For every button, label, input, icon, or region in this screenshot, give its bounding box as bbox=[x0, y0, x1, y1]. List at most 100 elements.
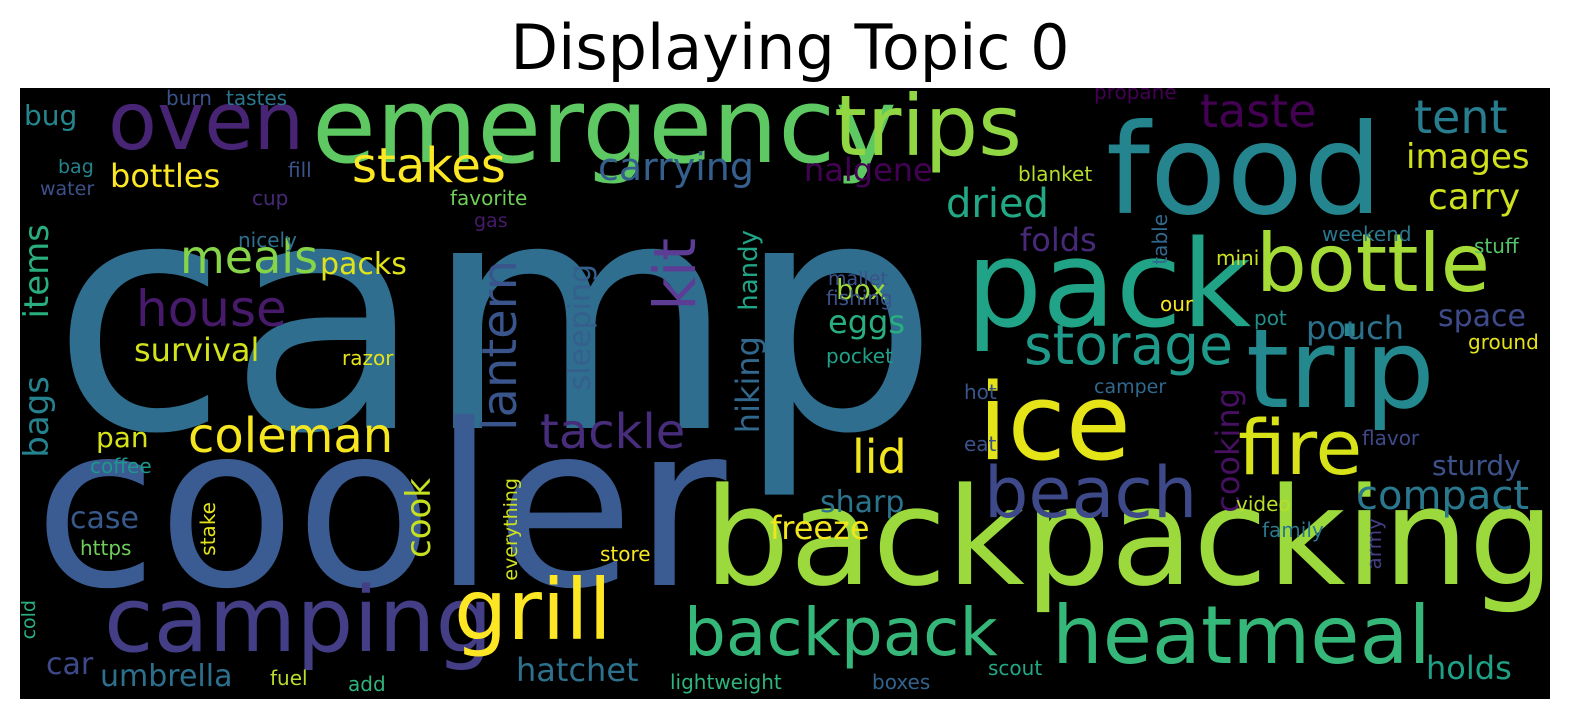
word: fishing bbox=[826, 286, 893, 310]
word: fire bbox=[1238, 403, 1363, 492]
word: flavor bbox=[1362, 426, 1420, 450]
word: nicely bbox=[238, 228, 297, 252]
word: pouch bbox=[1306, 309, 1405, 347]
word: backpack bbox=[684, 594, 998, 671]
word: storage bbox=[1024, 313, 1233, 377]
word: trips bbox=[834, 88, 1022, 175]
word: camper bbox=[1094, 376, 1167, 398]
word: grill bbox=[454, 561, 612, 659]
word: nalgene bbox=[804, 151, 933, 189]
word: box bbox=[836, 273, 887, 306]
word: ice bbox=[978, 361, 1131, 484]
word: weekend bbox=[1322, 222, 1412, 246]
word: fill bbox=[288, 158, 312, 182]
word: camp bbox=[52, 132, 939, 504]
word: lantern bbox=[472, 260, 528, 431]
word: backpacking bbox=[704, 459, 1550, 616]
word: food bbox=[1106, 98, 1383, 243]
word: handy bbox=[734, 230, 764, 311]
word: tackle bbox=[540, 404, 686, 460]
word: sharp bbox=[820, 485, 905, 520]
word: beach bbox=[984, 452, 1198, 534]
word: pack bbox=[966, 216, 1252, 355]
word: lightweight bbox=[670, 670, 782, 694]
word: razor bbox=[342, 346, 394, 370]
word: cooler bbox=[34, 377, 727, 639]
word: cook bbox=[399, 478, 439, 558]
word: video bbox=[1236, 492, 1291, 516]
word-cloud: camp cooler backpacking food pack trip e… bbox=[20, 88, 1550, 699]
word: umbrella bbox=[100, 659, 233, 694]
word: https bbox=[80, 536, 132, 560]
word: pocket bbox=[826, 344, 893, 368]
word: folds bbox=[1020, 221, 1097, 259]
word: ground bbox=[1468, 330, 1539, 354]
word: car bbox=[46, 647, 94, 682]
word: space bbox=[1438, 299, 1527, 334]
word: fuel bbox=[270, 666, 308, 690]
word: eggs bbox=[828, 303, 905, 341]
word: blanket bbox=[1018, 162, 1093, 186]
word: pot bbox=[1254, 306, 1287, 330]
word: boxes bbox=[872, 670, 931, 694]
word: pan bbox=[96, 421, 149, 454]
word: images bbox=[1406, 137, 1530, 177]
word: family bbox=[1262, 518, 1324, 542]
word: table bbox=[1148, 214, 1172, 265]
word: army bbox=[1362, 518, 1386, 570]
word: burn bbox=[166, 88, 212, 110]
word: case bbox=[70, 501, 139, 536]
word: freeze bbox=[770, 509, 870, 547]
word: holds bbox=[1426, 649, 1512, 687]
word: hatchet bbox=[516, 651, 639, 689]
word: mini bbox=[1216, 246, 1260, 270]
word: tastes bbox=[226, 88, 288, 110]
word: sleeping bbox=[563, 264, 598, 391]
word: trip bbox=[1246, 305, 1435, 433]
word: our bbox=[1160, 292, 1194, 316]
word: propane bbox=[1094, 88, 1177, 104]
word: carrying bbox=[598, 145, 755, 189]
word: bottles bbox=[110, 157, 221, 195]
word: survival bbox=[134, 331, 260, 369]
word: bottle bbox=[1256, 217, 1490, 310]
word: carry bbox=[1428, 177, 1521, 218]
word: compact bbox=[1356, 473, 1530, 519]
word: cup bbox=[252, 186, 289, 210]
word: dried bbox=[946, 181, 1049, 227]
word: sturdy bbox=[1432, 449, 1521, 482]
word: oven bbox=[108, 88, 305, 168]
word: meals bbox=[180, 230, 319, 284]
word: add bbox=[348, 672, 386, 696]
word: cold bbox=[20, 600, 40, 640]
word: gas bbox=[474, 210, 508, 232]
word: heatmeal bbox=[1052, 589, 1431, 682]
word: coffee bbox=[90, 454, 152, 478]
word: kit bbox=[641, 238, 709, 311]
word: favorite bbox=[450, 186, 528, 210]
word: stake bbox=[196, 502, 220, 556]
plot-title: Displaying Topic 0 bbox=[510, 11, 1070, 84]
word: emergency bbox=[312, 88, 897, 187]
word: stuff bbox=[1474, 234, 1519, 258]
word: hot bbox=[964, 380, 997, 404]
word: bag bbox=[58, 156, 94, 178]
word: lid bbox=[852, 430, 907, 484]
word: water bbox=[40, 178, 95, 200]
word: stakes bbox=[352, 138, 506, 194]
word: items bbox=[20, 224, 57, 319]
word: hiking bbox=[729, 336, 767, 434]
word: store bbox=[600, 542, 651, 566]
word: camping bbox=[104, 568, 493, 673]
word: bags bbox=[20, 376, 57, 458]
word: coleman bbox=[188, 408, 394, 464]
word: bug bbox=[24, 99, 78, 132]
word: tent bbox=[1414, 90, 1508, 144]
word: mallet bbox=[828, 268, 888, 290]
word: everything bbox=[500, 478, 522, 581]
word: scout bbox=[988, 656, 1043, 680]
word: packs bbox=[320, 247, 407, 282]
word: house bbox=[136, 280, 287, 338]
word: taste bbox=[1200, 88, 1317, 138]
word: eat bbox=[964, 432, 997, 456]
